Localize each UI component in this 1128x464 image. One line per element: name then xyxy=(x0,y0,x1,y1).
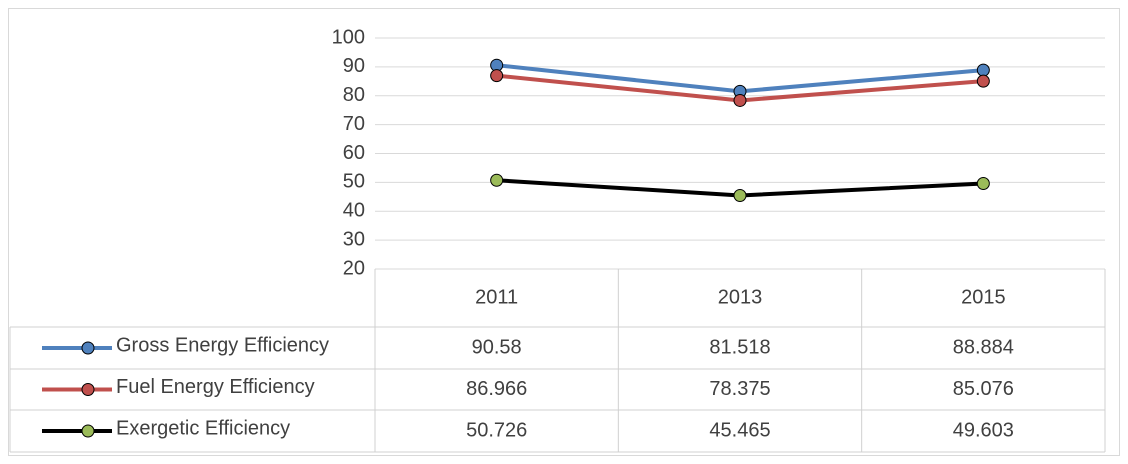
table-value: 86.966 xyxy=(466,378,527,400)
data-point xyxy=(976,177,990,191)
data-point xyxy=(976,63,990,77)
data-point xyxy=(733,188,747,202)
table-value: 85.076 xyxy=(953,378,1014,400)
y-tick-label: 60 xyxy=(343,142,365,164)
y-tick-label: 30 xyxy=(343,228,365,250)
table-value: 50.726 xyxy=(466,419,527,441)
y-tick-label: 70 xyxy=(343,113,365,135)
y-tick-label: 100 xyxy=(332,26,365,48)
x-tick-label: 2011 xyxy=(475,286,518,308)
y-tick-label: 20 xyxy=(343,257,365,279)
data-point xyxy=(490,69,504,83)
legend-marker xyxy=(81,424,95,438)
table-value: 45.465 xyxy=(709,419,770,441)
table-value: 78.375 xyxy=(709,378,770,400)
legend-marker xyxy=(81,341,95,355)
table-value: 81.518 xyxy=(709,336,770,358)
legend-label: Exergetic Efficiency xyxy=(116,417,290,439)
table-value: 90.58 xyxy=(472,336,522,358)
x-tick-label: 2013 xyxy=(718,286,763,308)
x-tick-label: 2015 xyxy=(961,286,1006,308)
y-tick-label: 50 xyxy=(343,171,365,193)
y-tick-label: 40 xyxy=(343,200,365,222)
y-tick-label: 90 xyxy=(343,55,365,77)
y-tick-label: 80 xyxy=(343,84,365,106)
data-point xyxy=(976,74,990,88)
data-point xyxy=(490,173,504,187)
legend-label: Gross Energy Efficiency xyxy=(116,334,329,356)
legend-label: Fuel Energy Efficiency xyxy=(116,376,315,398)
data-point xyxy=(733,93,747,107)
table-value: 49.603 xyxy=(953,419,1014,441)
table-value: 88.884 xyxy=(953,336,1014,358)
legend-marker xyxy=(81,383,95,396)
